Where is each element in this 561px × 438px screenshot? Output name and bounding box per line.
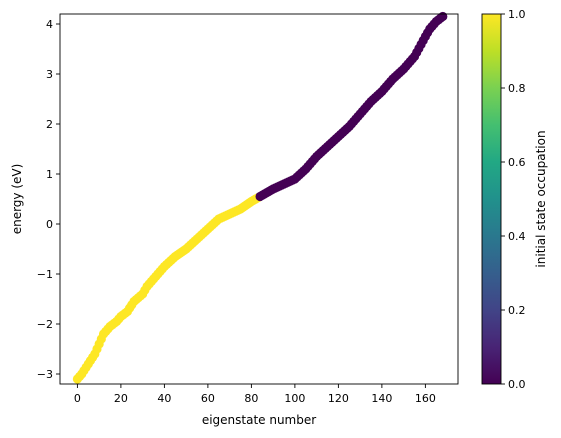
x-tick-label: 40 [157,392,171,405]
points-layer [72,11,448,384]
x-tick-label: 0 [74,392,81,405]
x-tick-label: 100 [284,392,305,405]
y-tick-label: 1 [46,168,53,181]
y-tick-label: 3 [46,68,53,81]
colorbar [481,13,502,385]
unoccupied-state-point [438,11,448,22]
colorbar-label: initial state occupation [534,130,548,267]
x-tick-label: 80 [244,392,258,405]
x-tick-label: 140 [371,392,392,405]
x-tick-label: 160 [415,392,436,405]
x-tick-label: 120 [328,392,349,405]
y-tick-label: −2 [37,318,53,331]
colorbar-ticks: 0.0 0.2 0.4 0.6 0.8 1.0 [501,8,526,391]
x-axis-ticks: 0 20 40 60 80 100 120 140 160 [74,384,436,405]
colorbar-tick-label: 0.6 [508,156,526,169]
x-tick-label: 60 [201,392,215,405]
y-axis-label: energy (eV) [10,164,24,235]
y-tick-label: −1 [37,268,53,281]
plot-frame [59,13,459,385]
colorbar-tick-label: 0.0 [508,378,526,391]
colorbar-tick-label: 0.2 [508,304,526,317]
colorbar-tick-label: 0.8 [508,82,526,95]
x-tick-label: 20 [114,392,128,405]
y-tick-label: 0 [46,218,53,231]
y-axis-ticks: −3 −2 −1 0 1 2 3 4 [37,18,60,381]
y-tick-label: 2 [46,118,53,131]
y-tick-label: 4 [46,18,53,31]
y-tick-label: −3 [37,368,53,381]
colorbar-tick-label: 1.0 [508,8,526,21]
x-axis-label: eigenstate number [202,413,316,427]
colorbar-tick-label: 0.4 [508,230,526,243]
